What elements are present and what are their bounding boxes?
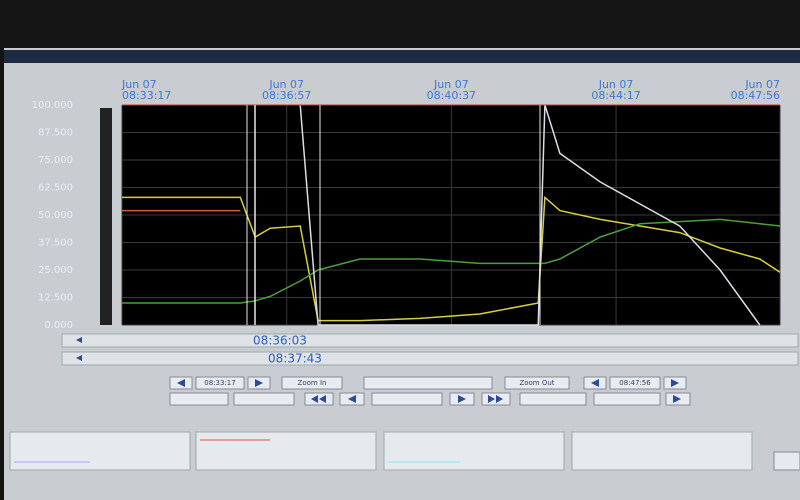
icon <box>671 379 679 387</box>
icon <box>177 379 185 387</box>
scrollbar[interactable] <box>61 333 799 348</box>
field <box>363 376 493 390</box>
pen-panel[interactable] <box>195 431 377 471</box>
button[interactable] <box>371 392 443 406</box>
zoom-out[interactable]: Zoom Out <box>519 379 554 387</box>
scroll-left[interactable] <box>76 355 82 361</box>
x-tick-date: Jun 07 <box>598 78 634 91</box>
y-tick-label: 100.000 <box>32 100 73 111</box>
scrollbar[interactable] <box>61 351 799 366</box>
y-tick-label: 62.500 <box>38 183 73 194</box>
button[interactable] <box>519 392 587 406</box>
icon <box>496 395 503 403</box>
button[interactable] <box>233 392 295 406</box>
icon <box>673 395 681 403</box>
x-tick-date: Jun 07 <box>268 78 304 91</box>
icon <box>458 395 466 403</box>
icon <box>591 379 599 387</box>
y-tick-label: 0.000 <box>44 320 73 331</box>
field <box>609 376 661 390</box>
icon <box>319 395 326 403</box>
x-tick-date: Jun 07 <box>433 78 469 91</box>
pen-panel[interactable] <box>571 431 753 471</box>
cursor-time: 08:36:03 <box>253 334 307 348</box>
scroll-left[interactable] <box>76 337 82 343</box>
button[interactable] <box>773 451 800 471</box>
cursor-time: 08:37:43 <box>268 352 322 366</box>
button[interactable] <box>504 376 570 390</box>
y-tick-label: 50.000 <box>38 210 73 221</box>
title-bar <box>4 50 800 63</box>
x-tick-date: Jun 07 <box>121 78 157 91</box>
icon <box>488 395 495 403</box>
x-tick-label: 08:33:17 <box>122 89 171 102</box>
x-tick-date: Jun 07 <box>744 78 780 91</box>
icon <box>311 395 318 403</box>
pen-panel[interactable] <box>383 431 565 471</box>
y-tick-label: 37.500 <box>38 238 73 249</box>
button[interactable] <box>169 392 229 406</box>
pen-panel[interactable] <box>9 431 191 471</box>
field <box>195 376 245 390</box>
zoom-in[interactable]: Zoom In <box>298 379 327 387</box>
y-tick-label: 87.500 <box>38 128 73 139</box>
x-tick-label: 08:36:57 <box>262 89 311 102</box>
x-tick-label: 08:47:56 <box>731 89 780 102</box>
icon <box>348 395 356 403</box>
y-tick-label: 25.000 <box>38 265 73 276</box>
scale-bar <box>100 108 112 325</box>
button[interactable] <box>281 376 343 390</box>
icon <box>255 379 263 387</box>
end-time: 08:47:56 <box>619 379 651 387</box>
x-tick-label: 08:40:37 <box>427 89 476 102</box>
button[interactable] <box>593 392 661 406</box>
y-tick-label: 12.500 <box>38 293 73 304</box>
start-time: 08:33:17 <box>204 379 235 387</box>
x-tick-label: 08:44:17 <box>591 89 640 102</box>
y-tick-label: 75.000 <box>38 155 73 166</box>
